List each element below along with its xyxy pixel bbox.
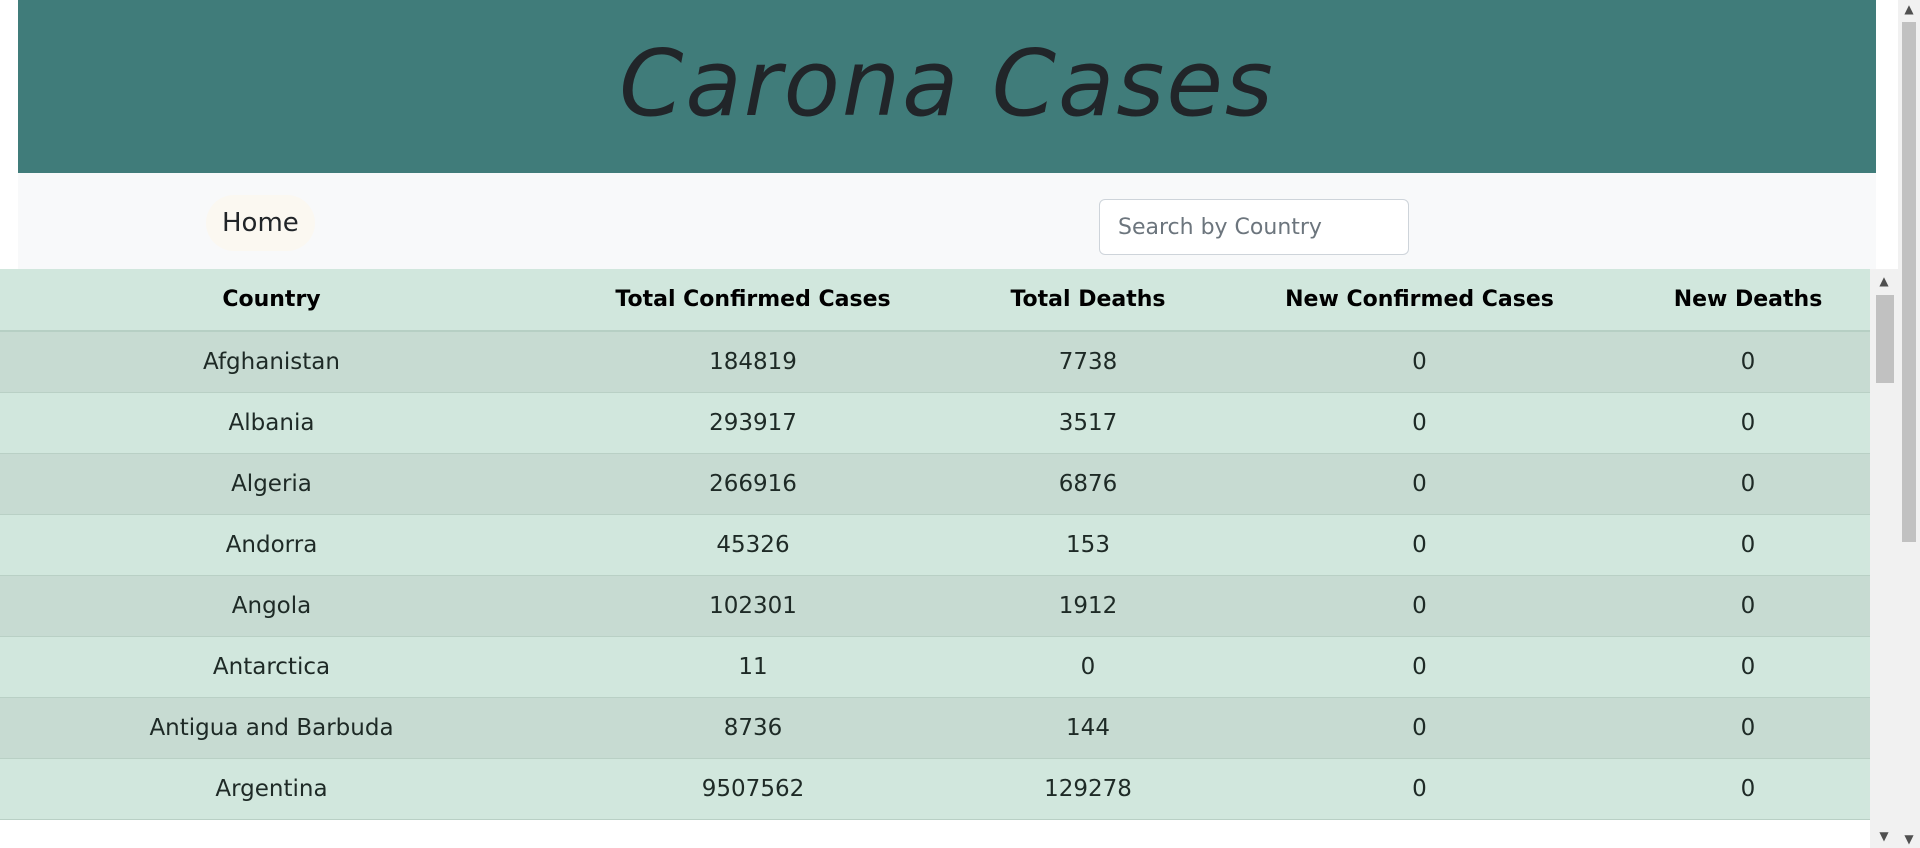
cell-new-deaths: 0: [1626, 697, 1870, 759]
cell-country: Algeria: [0, 453, 543, 515]
table-scrollbar[interactable]: ▲ ▼: [1870, 269, 1898, 848]
cell-new-confirmed: 0: [1213, 453, 1626, 515]
cell-total-deaths: 153: [963, 514, 1213, 576]
cell-total-deaths: 3517: [963, 392, 1213, 454]
cell-new-deaths: 0: [1626, 636, 1870, 698]
cell-country: Angola: [0, 575, 543, 637]
cases-table-container: Country Total Confirmed Cases Total Deat…: [0, 269, 1870, 848]
scroll-up-arrow-icon[interactable]: ▲: [1879, 274, 1889, 288]
cell-total-confirmed: 102301: [543, 575, 963, 637]
cell-new-confirmed: 0: [1213, 575, 1626, 637]
cell-total-deaths: 144: [963, 697, 1213, 759]
cell-new-deaths: 0: [1626, 453, 1870, 515]
cell-total-confirmed: 9507562: [543, 758, 963, 820]
table-row: Afghanistan 184819 7738 0 0: [0, 331, 1870, 393]
scroll-up-arrow-icon[interactable]: ▲: [1904, 2, 1914, 16]
cell-new-confirmed: 0: [1213, 636, 1626, 698]
cell-country: Andorra: [0, 514, 543, 576]
scroll-down-arrow-icon[interactable]: ▼: [1904, 832, 1914, 846]
table-row: Antarctica 11 0 0 0: [0, 636, 1870, 698]
column-header-new-confirmed-cases[interactable]: New Confirmed Cases: [1213, 269, 1626, 332]
table-row: Antigua and Barbuda 8736 144 0 0: [0, 697, 1870, 759]
table-row: Algeria 266916 6876 0 0: [0, 453, 1870, 515]
column-header-total-deaths[interactable]: Total Deaths: [963, 269, 1213, 332]
navbar: Home: [18, 173, 1876, 269]
page-scrollbar-thumb[interactable]: [1902, 22, 1916, 542]
table-row: Albania 293917 3517 0 0: [0, 392, 1870, 454]
cell-total-deaths: 6876: [963, 453, 1213, 515]
cell-country: Argentina: [0, 758, 543, 820]
cases-table: Country Total Confirmed Cases Total Deat…: [0, 269, 1870, 820]
cell-new-deaths: 0: [1626, 331, 1870, 393]
home-link[interactable]: Home: [206, 195, 315, 251]
table-header-row: Country Total Confirmed Cases Total Deat…: [0, 269, 1870, 332]
cell-total-confirmed: 293917: [543, 392, 963, 454]
table-row: Argentina 9507562 129278 0 0: [0, 758, 1870, 820]
table-row: Angola 102301 1912 0 0: [0, 575, 1870, 637]
search-input[interactable]: [1099, 199, 1409, 255]
cell-new-deaths: 0: [1626, 392, 1870, 454]
column-header-new-deaths[interactable]: New Deaths: [1626, 269, 1870, 332]
cell-country: Antarctica: [0, 636, 543, 698]
page-title: Carona Cases: [619, 30, 1275, 137]
cell-country: Antigua and Barbuda: [0, 697, 543, 759]
cell-total-confirmed: 266916: [543, 453, 963, 515]
cell-total-confirmed: 8736: [543, 697, 963, 759]
cell-total-deaths: 0: [963, 636, 1213, 698]
cell-total-deaths: 7738: [963, 331, 1213, 393]
cell-new-deaths: 0: [1626, 575, 1870, 637]
page-scrollbar[interactable]: ▲ ▼: [1898, 0, 1920, 848]
cell-new-confirmed: 0: [1213, 758, 1626, 820]
cell-new-deaths: 0: [1626, 514, 1870, 576]
cell-new-confirmed: 0: [1213, 331, 1626, 393]
table-row: Andorra 45326 153 0 0: [0, 514, 1870, 576]
cell-country: Albania: [0, 392, 543, 454]
cell-new-confirmed: 0: [1213, 697, 1626, 759]
scroll-down-arrow-icon[interactable]: ▼: [1879, 829, 1889, 843]
cell-total-deaths: 129278: [963, 758, 1213, 820]
cell-country: Afghanistan: [0, 331, 543, 393]
table-scrollbar-thumb[interactable]: [1876, 295, 1894, 383]
header-banner: Carona Cases: [18, 0, 1876, 173]
cell-total-deaths: 1912: [963, 575, 1213, 637]
column-header-total-confirmed-cases[interactable]: Total Confirmed Cases: [543, 269, 963, 332]
cell-new-confirmed: 0: [1213, 514, 1626, 576]
cell-new-confirmed: 0: [1213, 392, 1626, 454]
cell-total-confirmed: 11: [543, 636, 963, 698]
cell-total-confirmed: 45326: [543, 514, 963, 576]
cell-total-confirmed: 184819: [543, 331, 963, 393]
cell-new-deaths: 0: [1626, 758, 1870, 820]
column-header-country[interactable]: Country: [0, 269, 543, 332]
